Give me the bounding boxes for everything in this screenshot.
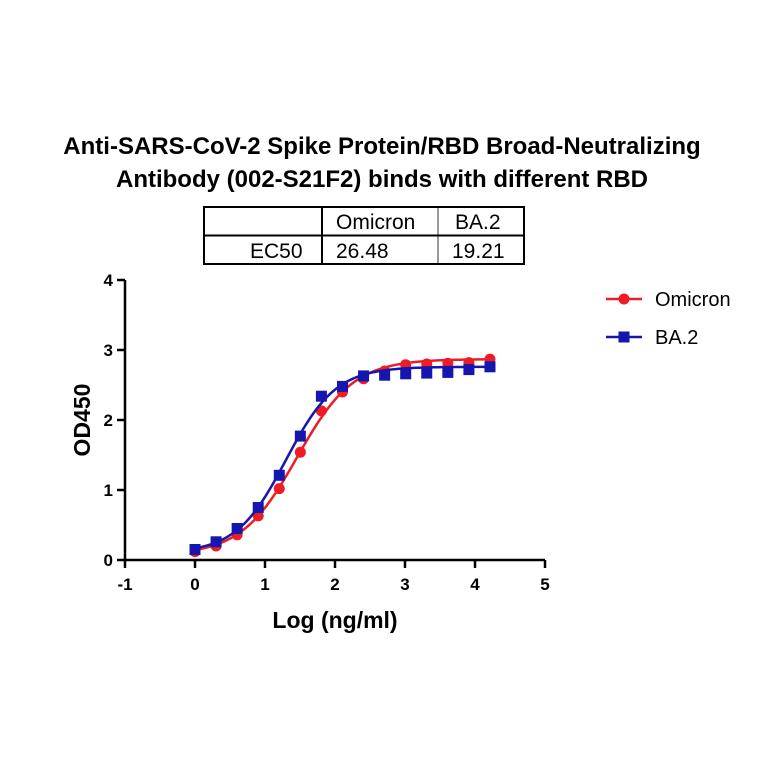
table-value-omicron: 26.48: [336, 240, 389, 263]
x-axis-title: Log (ng/ml): [272, 607, 397, 633]
data-point-ba-2: [336, 380, 348, 392]
data-point-ba-2: [379, 369, 391, 381]
x-tick-label: 4: [470, 575, 480, 594]
plot-area: [189, 353, 496, 558]
x-tick-label: 2: [330, 575, 339, 594]
table-header-ba2: BA.2: [455, 211, 501, 234]
data-point-ba-2: [294, 430, 306, 442]
data-point-omicron: [252, 510, 264, 522]
data-point-ba-2: [463, 364, 475, 376]
data-point-ba-2: [252, 502, 264, 513]
y-tick-label: 0: [104, 551, 113, 570]
x-tick-label: -1: [117, 575, 132, 594]
ec50-table: Omicron BA.2 EC50 26.48 19.21: [203, 206, 525, 265]
legend: Omicron BA.2: [606, 289, 731, 349]
data-point-omicron: [294, 446, 306, 458]
x-tick-label: 1: [260, 575, 269, 594]
table-value-ba2: 19.21: [452, 240, 505, 263]
y-axis-title: OD450: [69, 384, 95, 457]
table-row-label: EC50: [250, 240, 303, 263]
legend-marker: [618, 331, 630, 343]
data-point-ba-2: [210, 536, 222, 548]
y-tick-label: 1: [104, 481, 113, 500]
data-point-ba-2: [484, 361, 496, 373]
table-header-omicron: Omicron: [336, 211, 415, 234]
data-point-ba-2: [231, 523, 243, 534]
y-tick-label: 4: [104, 271, 114, 290]
legend-marker: [618, 293, 630, 305]
legend-label: BA.2: [655, 327, 698, 349]
x-tick-label: 5: [540, 575, 549, 594]
data-point-ba-2: [315, 390, 327, 402]
data-point-ba-2: [442, 366, 454, 378]
y-tick-label: 3: [104, 341, 113, 360]
y-tick-label: 2: [104, 411, 113, 430]
chart-title-line-1: Anti-SARS-CoV-2 Spike Protein/RBD Broad-…: [63, 133, 700, 160]
data-point-ba-2: [358, 370, 370, 382]
data-point-ba-2: [400, 368, 412, 380]
x-tick-label: 0: [190, 575, 199, 594]
axes: [123, 280, 545, 562]
data-point-ba-2: [189, 544, 201, 555]
legend-label: Omicron: [655, 289, 731, 311]
x-tick-label: 3: [400, 575, 409, 594]
data-point-ba-2: [273, 469, 285, 481]
data-point-ba-2: [421, 367, 433, 379]
data-point-omicron: [273, 483, 285, 495]
chart-title-line-2: Antibody (002-S21F2) binds with differen…: [116, 166, 648, 193]
